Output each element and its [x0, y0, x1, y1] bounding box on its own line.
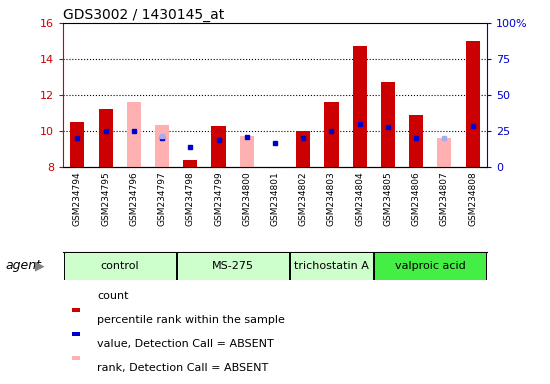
Text: GDS3002 / 1430145_at: GDS3002 / 1430145_at [63, 8, 224, 22]
Bar [72, 308, 80, 312]
Bar [72, 356, 80, 360]
Bar [70, 122, 85, 167]
Bar [155, 125, 169, 167]
Text: ▶: ▶ [35, 260, 45, 272]
Bar [375, 252, 486, 280]
Text: GSM234797: GSM234797 [157, 171, 167, 226]
Text: GSM234802: GSM234802 [299, 171, 308, 226]
Text: GSM234794: GSM234794 [73, 171, 82, 226]
Text: valproic acid: valproic acid [395, 261, 466, 271]
Text: GSM234806: GSM234806 [411, 171, 421, 226]
Text: count: count [97, 291, 129, 301]
Text: GSM234795: GSM234795 [101, 171, 110, 226]
Bar [324, 102, 339, 167]
Text: GSM234805: GSM234805 [383, 171, 393, 226]
Text: GSM234807: GSM234807 [440, 171, 449, 226]
Bar [381, 83, 395, 167]
Bar [465, 41, 480, 167]
Text: value, Detection Call = ABSENT: value, Detection Call = ABSENT [97, 339, 274, 349]
Text: GSM234803: GSM234803 [327, 171, 336, 226]
Bar [290, 252, 373, 280]
Bar [240, 136, 254, 167]
Bar [409, 115, 424, 167]
Bar [212, 126, 225, 167]
Bar [437, 138, 452, 167]
Text: trichostatin A: trichostatin A [294, 261, 369, 271]
Bar [353, 46, 367, 167]
Text: GSM234801: GSM234801 [271, 171, 279, 226]
Text: GSM234804: GSM234804 [355, 171, 364, 226]
Text: GSM234808: GSM234808 [468, 171, 477, 226]
Text: GSM234798: GSM234798 [186, 171, 195, 226]
Text: MS-275: MS-275 [212, 261, 254, 271]
Bar [98, 109, 113, 167]
Bar [64, 252, 175, 280]
Bar [72, 380, 80, 384]
Text: GSM234796: GSM234796 [129, 171, 139, 226]
Bar [177, 252, 289, 280]
Bar [126, 102, 141, 167]
Text: GSM234800: GSM234800 [242, 171, 251, 226]
Text: rank, Detection Call = ABSENT: rank, Detection Call = ABSENT [97, 363, 268, 373]
Bar [296, 131, 310, 167]
Bar [72, 332, 80, 336]
Bar [183, 160, 197, 167]
Text: GSM234799: GSM234799 [214, 171, 223, 226]
Text: percentile rank within the sample: percentile rank within the sample [97, 315, 285, 325]
Text: agent: agent [6, 260, 41, 272]
Text: control: control [101, 261, 139, 271]
